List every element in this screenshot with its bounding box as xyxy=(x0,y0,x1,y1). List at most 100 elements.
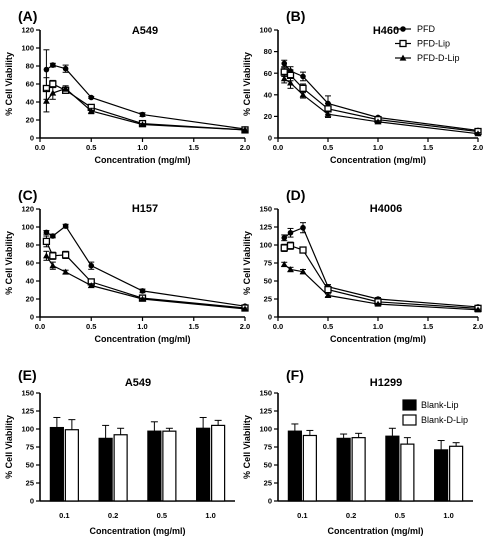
panel-letter: (A) xyxy=(18,8,37,24)
data-point xyxy=(87,107,95,114)
bar xyxy=(162,430,177,502)
bar xyxy=(196,427,211,502)
data-point xyxy=(287,229,294,236)
x-tick-label: 0.5 xyxy=(395,511,405,520)
bar xyxy=(98,437,113,502)
x-axis-title: Concentration (mg/ml) xyxy=(90,526,186,536)
y-tick-label: 75 xyxy=(26,443,34,452)
y-tick-label: 0 xyxy=(30,313,34,322)
data-point xyxy=(62,268,70,275)
panel-title: A549 xyxy=(125,377,151,389)
data-point xyxy=(87,282,95,289)
legend-label: PFD xyxy=(417,24,436,34)
x-tick-label: 0.5 xyxy=(86,143,96,152)
legend-marker xyxy=(399,54,407,61)
y-tick-label: 150 xyxy=(259,389,272,398)
data-point xyxy=(43,97,50,104)
bar xyxy=(385,435,400,502)
x-tick-label: 1.0 xyxy=(373,143,383,152)
y-tick-label: 50 xyxy=(26,461,34,470)
legend-swatch xyxy=(402,399,417,411)
x-axis-title: Concentration (mg/ml) xyxy=(95,334,191,344)
bar xyxy=(113,434,128,502)
y-tick-label: 20 xyxy=(26,116,34,125)
data-point xyxy=(299,268,307,275)
x-tick-label: 0.1 xyxy=(297,511,307,520)
legend-marker xyxy=(399,39,407,48)
y-tick-label: 80 xyxy=(26,62,34,71)
y-tick-label: 50 xyxy=(264,277,272,286)
data-point xyxy=(43,229,50,236)
bar xyxy=(49,426,64,502)
panel-letter: (E) xyxy=(18,367,37,383)
x-axis-title: Concentration (mg/ml) xyxy=(330,334,426,344)
data-point xyxy=(49,89,57,96)
data-point xyxy=(50,62,56,68)
panel-letter: (F) xyxy=(286,367,304,383)
x-tick-label: 1.0 xyxy=(137,322,147,331)
legend-bar-series: Blank-Lip Blank-D-Lip xyxy=(402,399,468,426)
y-axis-title: % Cell Viability xyxy=(242,52,252,116)
data-point xyxy=(287,79,294,86)
y-tick-label: 20 xyxy=(26,295,34,304)
panel-title: H157 xyxy=(132,203,158,215)
y-tick-label: 60 xyxy=(26,259,34,268)
series-pfd-d-lip xyxy=(43,250,249,312)
data-point xyxy=(88,94,95,101)
panel-d: (D) H4006 0 25 50 75 100 125 150 % Cell Viability… xyxy=(242,187,483,344)
y-tick-label: 150 xyxy=(21,389,34,398)
bar xyxy=(147,430,162,502)
x-tick-label: 0.0 xyxy=(35,143,45,152)
data-point xyxy=(280,75,288,82)
series-pfd-d-lip xyxy=(280,261,482,313)
bar xyxy=(351,437,366,502)
y-tick-label: 0 xyxy=(268,134,272,143)
data-point xyxy=(280,261,288,268)
data-point xyxy=(50,233,56,239)
data-point xyxy=(62,85,70,92)
data-point xyxy=(62,65,69,72)
y-axis-title: % Cell Viability xyxy=(242,415,252,479)
x-tick-label: 0.5 xyxy=(86,322,96,331)
bar xyxy=(336,437,351,502)
y-tick-label: 125 xyxy=(21,407,34,416)
y-tick-label: 25 xyxy=(264,479,272,488)
data-point xyxy=(139,288,146,294)
panel-letter: (B) xyxy=(286,8,305,24)
data-point xyxy=(474,130,482,137)
panel-title: H4006 xyxy=(370,203,402,215)
y-tick-label: 25 xyxy=(26,479,34,488)
data-point xyxy=(43,66,50,73)
x-tick-label: 1.5 xyxy=(189,322,199,331)
y-axis-title: % Cell Viability xyxy=(4,52,14,116)
x-axis-title: Concentration (mg/ml) xyxy=(328,526,424,536)
panel-c: (C) H157 0 20 40 60 80 100 120 % Cell Viability 0.… xyxy=(4,187,250,344)
bar xyxy=(287,430,302,502)
y-tick-label: 80 xyxy=(26,241,34,250)
x-tick-label: 0.0 xyxy=(35,322,45,331)
bar xyxy=(434,449,449,502)
y-tick-label: 40 xyxy=(26,98,34,107)
data-point xyxy=(49,262,57,269)
x-tick-label: 2.0 xyxy=(240,322,250,331)
panel-a: (A) A549 0 20 40 60 80 100 120 % Cell Viability 0.… xyxy=(4,8,250,165)
data-point xyxy=(281,235,288,241)
panel-title: H460 xyxy=(373,25,399,37)
data-point xyxy=(299,91,307,98)
y-tick-label: 125 xyxy=(259,223,272,232)
bar xyxy=(449,445,464,502)
y-tick-label: 0 xyxy=(30,134,34,143)
x-tick-label: 1.0 xyxy=(205,511,215,520)
data-point xyxy=(49,252,57,260)
x-tick-label: 1.0 xyxy=(137,143,147,152)
legend-label: PFD-D-Lip xyxy=(417,53,460,63)
y-tick-label: 100 xyxy=(21,44,34,53)
data-point xyxy=(299,246,307,254)
y-tick-label: 75 xyxy=(264,259,272,268)
panel-b: (B) H460 0 20 40 60 80 100 % Cell Viability 0.0 0.… xyxy=(242,8,483,165)
data-point xyxy=(139,295,146,302)
y-tick-label: 100 xyxy=(21,223,34,232)
data-point xyxy=(324,285,332,294)
panel-letter: (D) xyxy=(286,187,305,203)
